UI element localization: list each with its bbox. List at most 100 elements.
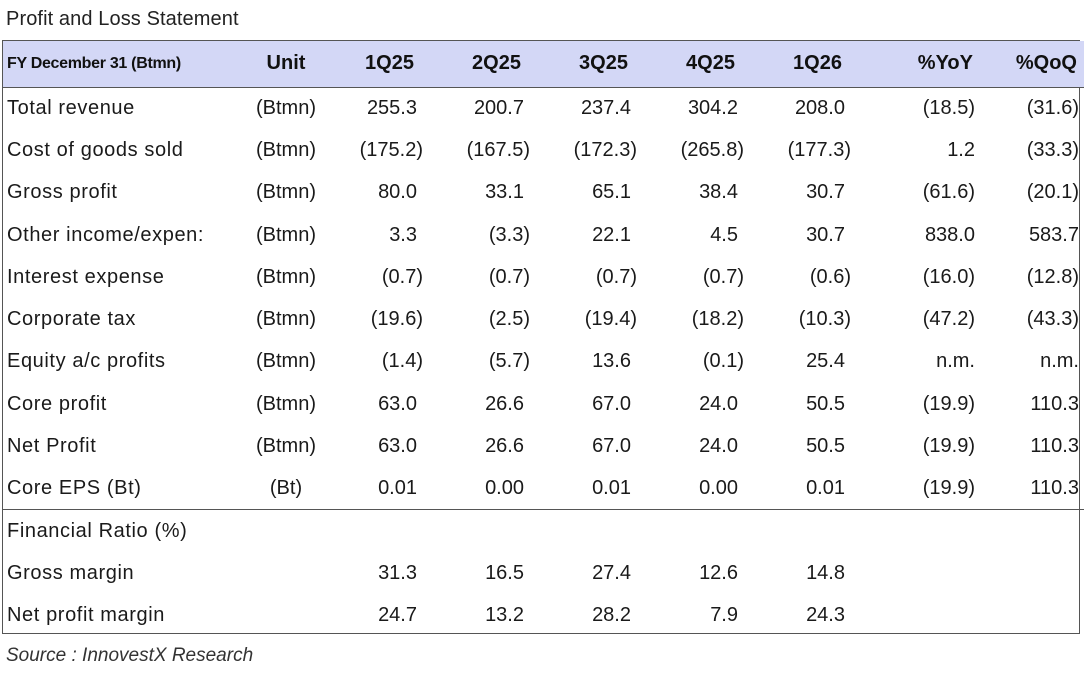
row-value: (0.7) (488, 265, 530, 288)
row-value: 63.0 (378, 392, 417, 415)
row-value: (19.4) (584, 308, 637, 331)
row-value: (1.4) (381, 350, 423, 373)
header-qoq: %QoQ (981, 41, 1084, 88)
table-row: Total revenue (Btmn) 255.3 200.7 237.4 304.2 2… (3, 87, 1084, 129)
row-label: Total revenue (7, 96, 135, 119)
header-3q25: 3Q25 (550, 41, 657, 88)
row-value: 38.4 (699, 181, 738, 204)
table-row: Core EPS (Bt) (Bt) 0.01 0.00 0.01 0.00 0.01 (19… (3, 468, 1084, 510)
row-value: (18.5) (922, 96, 975, 119)
row-label: Corporate tax (7, 308, 136, 331)
row-value: 304.2 (687, 96, 738, 119)
ratio-section-heading: Financial Ratio (%) (3, 509, 1084, 553)
ratio-unit (236, 552, 336, 594)
row-value: (61.6) (922, 181, 975, 204)
row-value: 26.6 (485, 392, 524, 415)
ratio-unit (236, 595, 336, 637)
ratio-value: 27.4 (592, 561, 631, 584)
row-value: 67.0 (592, 392, 631, 415)
ratio-row: Gross margin 31.3 16.5 27.4 12.6 14.8 (3, 552, 1084, 594)
row-label: Other income/expen: (7, 223, 205, 246)
table-row: Other income/expen: (Btmn) 3.3 (3.3) 22.1 4.5… (3, 214, 1084, 256)
row-value: 30.7 (806, 223, 845, 246)
row-value: (19.9) (922, 435, 975, 458)
row-value: (33.3) (1026, 138, 1079, 161)
header-1q25: 1Q25 (336, 41, 443, 88)
row-value: 110.3 (1030, 392, 1079, 415)
row-value: 208.0 (794, 96, 845, 119)
header-2q25: 2Q25 (443, 41, 550, 88)
table-row: Equity a/c profits (Btmn) (1.4) (5.7) 13.6 (0… (3, 341, 1084, 383)
ratio-value: 14.8 (806, 561, 845, 584)
row-value: (167.5) (466, 138, 530, 161)
row-label: Equity a/c profits (7, 350, 166, 373)
row-value: (0.1) (702, 350, 744, 373)
row-value: 25.4 (806, 350, 845, 373)
row-value: 13.6 (592, 350, 631, 373)
ratio-value: 24.7 (378, 604, 417, 627)
row-value: (177.3) (787, 138, 851, 161)
row-value: 0.00 (699, 477, 738, 500)
ratio-value: 28.2 (592, 604, 631, 627)
row-value: (19.9) (922, 477, 975, 500)
row-value: 255.3 (366, 96, 417, 119)
ratio-empty (871, 595, 981, 637)
row-value: (19.9) (922, 392, 975, 415)
row-value: 24.0 (699, 392, 738, 415)
row-label: Cost of goods sold (7, 138, 184, 161)
row-label: Gross profit (7, 181, 118, 204)
row-label: Core EPS (Bt) (7, 477, 142, 500)
row-value: 26.6 (485, 435, 524, 458)
row-value: (43.3) (1026, 308, 1079, 331)
ratio-value: 16.5 (485, 561, 524, 584)
row-value: 24.0 (699, 435, 738, 458)
ratio-empty (871, 552, 981, 594)
row-label: Net Profit (7, 435, 97, 458)
pl-table: FY December 31 (Btmn) Unit 1Q25 2Q25 3Q2… (3, 41, 1084, 637)
row-unit: (Btmn) (256, 308, 316, 331)
row-unit: (Btmn) (256, 138, 316, 161)
row-unit: (Btmn) (256, 392, 316, 415)
row-unit: (Btmn) (256, 223, 316, 246)
row-unit: (Btmn) (256, 96, 316, 119)
row-value: 50.5 (806, 435, 845, 458)
row-value: (175.2) (359, 138, 423, 161)
row-value: (0.7) (381, 265, 423, 288)
statement-title: Profit and Loss Statement (6, 8, 239, 30)
ratio-row: Net profit margin 24.7 13.2 28.2 7.9 24.3 (3, 595, 1084, 637)
row-value: 0.01 (592, 477, 631, 500)
ratio-value: 12.6 (699, 561, 738, 584)
row-value: 50.5 (806, 392, 845, 415)
row-value: 838.0 (924, 223, 975, 246)
header-fy: FY December 31 (Btmn) (3, 41, 236, 88)
row-value: (19.6) (370, 308, 423, 331)
row-value: (31.6) (1026, 96, 1079, 119)
row-value: (5.7) (488, 350, 530, 373)
row-label: Core profit (7, 392, 107, 415)
row-value: (265.8) (680, 138, 744, 161)
row-value: (172.3) (573, 138, 637, 161)
header-yoy: %YoY (871, 41, 981, 88)
row-value: (10.3) (798, 308, 851, 331)
header-1q26: 1Q26 (764, 41, 871, 88)
row-value: n.m. (1040, 350, 1079, 373)
row-unit: (Bt) (269, 477, 303, 500)
ratio-empty (981, 552, 1084, 594)
row-value: 63.0 (378, 435, 417, 458)
row-value: n.m. (936, 350, 975, 373)
row-label: Interest expense (7, 265, 165, 288)
row-value: 65.1 (592, 181, 631, 204)
row-value: 33.1 (485, 181, 524, 204)
row-value: 110.3 (1030, 477, 1079, 500)
row-value: (2.5) (488, 308, 530, 331)
row-unit: (Btmn) (256, 265, 316, 288)
ratio-label: Gross margin (7, 561, 135, 584)
ratio-section-heading-row: Financial Ratio (%) (3, 509, 1084, 553)
row-value: (16.0) (922, 265, 975, 288)
row-value: (0.7) (595, 265, 637, 288)
row-value: (47.2) (922, 308, 975, 331)
ratio-empty (981, 595, 1084, 637)
table-row: Gross profit (Btmn) 80.0 33.1 65.1 38.4 30.7 (6… (3, 172, 1084, 214)
ratio-label: Net profit margin (7, 604, 166, 627)
row-value: 30.7 (806, 181, 845, 204)
